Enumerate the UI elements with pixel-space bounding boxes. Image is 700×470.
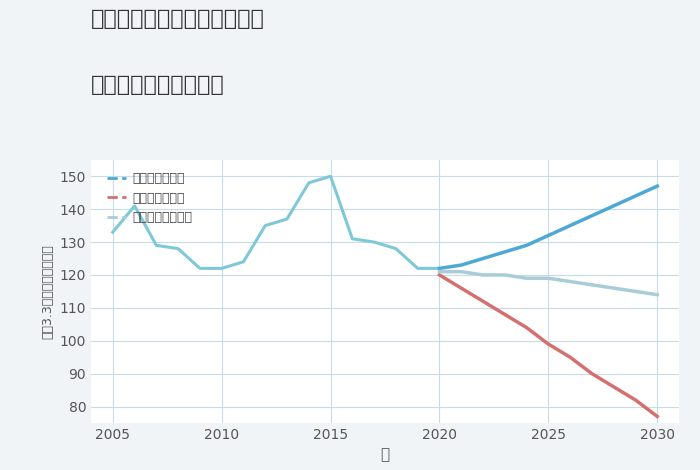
Text: 神奈川県横浜市南区永田南の: 神奈川県横浜市南区永田南の [91, 9, 265, 30]
Y-axis label: 坪（3.3㎡）単価（万円）: 坪（3.3㎡）単価（万円） [41, 244, 54, 339]
Legend: グッドシナリオ, バッドシナリオ, ノーマルシナリオ: グッドシナリオ, バッドシナリオ, ノーマルシナリオ [103, 169, 195, 227]
X-axis label: 年: 年 [380, 447, 390, 462]
Text: 中古戸建ての価格推移: 中古戸建ての価格推移 [91, 75, 225, 95]
